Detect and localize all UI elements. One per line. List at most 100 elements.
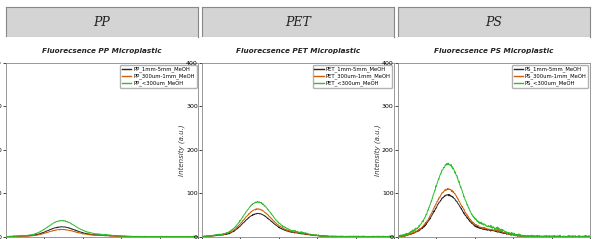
Line: PS_1mm-5mm_MeOH: PS_1mm-5mm_MeOH (398, 195, 590, 238)
PS_1mm-5mm_MeOH (586, 235, 594, 238)
Line: PET_1mm-5mm_MeOH: PET_1mm-5mm_MeOH (202, 213, 394, 237)
PS_1mm-5mm_MeOH (444, 194, 451, 196)
PS_1mm-5mm_MeOH (583, 236, 591, 239)
PS_1mm-5mm_MeOH (508, 234, 515, 237)
PET_<300um_MeOH (232, 225, 240, 228)
PP_300um-1mm_MeOH (194, 235, 201, 238)
Y-axis label: Intensity (a.u.): Intensity (a.u.) (178, 124, 185, 176)
PET_<300um_MeOH (343, 235, 350, 238)
PS_<300um_MeOH (444, 163, 451, 166)
PET_1mm-5mm_MeOH (327, 235, 334, 238)
PP_1mm-5mm_MeOH (148, 235, 155, 238)
PS_1mm-5mm_MeOH (523, 235, 530, 238)
PP_<300um_MeOH (131, 235, 138, 238)
PS_300um-1mm_MeOH (444, 188, 451, 191)
PS_<300um_MeOH (586, 236, 594, 239)
PP_<300um_MeOH (36, 230, 44, 233)
PP_300um-1mm_MeOH (60, 228, 67, 231)
PET_1mm-5mm_MeOH (387, 236, 395, 239)
PET_300um-1mm_MeOH (198, 235, 206, 238)
PET_300um-1mm_MeOH (312, 234, 319, 237)
PP_<300um_MeOH (194, 235, 201, 238)
PS_<300um_MeOH (539, 235, 547, 238)
PET_1mm-5mm_MeOH (198, 235, 206, 238)
PET_<300um_MeOH (248, 204, 255, 207)
PS_300um-1mm_MeOH (482, 227, 489, 230)
PET_<300um_MeOH (285, 228, 293, 231)
PS_1mm-5mm_MeOH (445, 193, 452, 196)
PP_1mm-5mm_MeOH (36, 232, 44, 235)
PET_1mm-5mm_MeOH (248, 214, 255, 217)
PET_1mm-5mm_MeOH (343, 235, 350, 238)
Line: PP_1mm-5mm_MeOH: PP_1mm-5mm_MeOH (6, 227, 198, 237)
Text: Fluorecsence PP Microplastic: Fluorecsence PP Microplastic (42, 48, 162, 54)
PS_300um-1mm_MeOH (429, 211, 436, 214)
PP_300um-1mm_MeOH (2, 235, 10, 238)
PS_<300um_MeOH (395, 236, 402, 239)
Line: PS_300um-1mm_MeOH: PS_300um-1mm_MeOH (398, 189, 590, 238)
Text: PS: PS (486, 16, 502, 29)
PS_300um-1mm_MeOH (508, 233, 515, 236)
Y-axis label: Intensity (a.u.): Intensity (a.u.) (374, 124, 381, 176)
PET_300um-1mm_MeOH (232, 227, 240, 230)
PP_1mm-5mm_MeOH (135, 236, 142, 239)
PP_1mm-5mm_MeOH (116, 235, 123, 238)
Text: Fluorecsence PS Microplastic: Fluorecsence PS Microplastic (434, 48, 554, 54)
PET_1mm-5mm_MeOH (253, 212, 260, 215)
PP_1mm-5mm_MeOH (2, 235, 10, 238)
PS_300um-1mm_MeOH (444, 187, 451, 190)
PP_1mm-5mm_MeOH (194, 235, 201, 238)
PS_<300um_MeOH (583, 237, 590, 239)
PS_<300um_MeOH (508, 233, 515, 235)
PS_300um-1mm_MeOH (523, 235, 530, 238)
Line: PET_<300um_MeOH: PET_<300um_MeOH (202, 201, 394, 237)
PET_1mm-5mm_MeOH (232, 228, 240, 231)
PS_1mm-5mm_MeOH (539, 235, 547, 238)
PET_1mm-5mm_MeOH (312, 234, 319, 237)
PP_300um-1mm_MeOH (147, 235, 154, 238)
PP_300um-1mm_MeOH (52, 228, 59, 231)
PET_<300um_MeOH (254, 200, 261, 203)
Line: PP_300um-1mm_MeOH: PP_300um-1mm_MeOH (6, 229, 198, 237)
Text: PP: PP (94, 16, 110, 29)
PP_1mm-5mm_MeOH (89, 233, 97, 236)
Legend: PP_1mm-5mm_MeOH, PP_300um-1mm_MeOH, PP_<300um_MeOH: PP_1mm-5mm_MeOH, PP_300um-1mm_MeOH, PP_<… (120, 65, 197, 88)
PET_300um-1mm_MeOH (256, 207, 263, 210)
PP_1mm-5mm_MeOH (58, 225, 65, 228)
Line: PP_<300um_MeOH: PP_<300um_MeOH (6, 220, 198, 237)
PS_1mm-5mm_MeOH (395, 234, 402, 237)
PET_<300um_MeOH (312, 234, 319, 237)
PS_1mm-5mm_MeOH (482, 228, 489, 231)
PP_<300um_MeOH (191, 235, 198, 238)
PP_1mm-5mm_MeOH (52, 226, 59, 229)
PET_<300um_MeOH (198, 235, 206, 238)
Legend: PS_1mm-5mm_MeOH, PS_300um-1mm_MeOH, PS_<300um_MeOH: PS_1mm-5mm_MeOH, PS_300um-1mm_MeOH, PS_<… (511, 65, 588, 88)
PP_300um-1mm_MeOH (116, 235, 123, 238)
PET_300um-1mm_MeOH (372, 236, 380, 239)
Legend: PET_1mm-5mm_MeOH, PET_300um-1mm_MeOH, PET_<300um_MeOH: PET_1mm-5mm_MeOH, PET_300um-1mm_MeOH, PE… (312, 65, 393, 88)
PS_300um-1mm_MeOH (395, 235, 402, 238)
PET_300um-1mm_MeOH (327, 235, 334, 238)
PP_300um-1mm_MeOH (176, 235, 184, 238)
PET_300um-1mm_MeOH (390, 235, 398, 238)
PS_<300um_MeOH (445, 162, 452, 164)
PET_1mm-5mm_MeOH (390, 235, 398, 238)
PET_300um-1mm_MeOH (343, 235, 350, 238)
PP_<300um_MeOH (116, 234, 123, 237)
PET_300um-1mm_MeOH (248, 210, 255, 213)
PS_<300um_MeOH (429, 198, 436, 201)
PP_300um-1mm_MeOH (89, 234, 97, 237)
PP_<300um_MeOH (58, 219, 65, 222)
PP_<300um_MeOH (89, 232, 97, 235)
PS_300um-1mm_MeOH (569, 236, 576, 239)
PP_<300um_MeOH (52, 221, 59, 224)
PET_<300um_MeOH (390, 236, 398, 239)
Text: PET: PET (285, 16, 311, 29)
PP_<300um_MeOH (147, 235, 154, 238)
Line: PS_<300um_MeOH: PS_<300um_MeOH (398, 163, 590, 238)
PP_<300um_MeOH (2, 235, 10, 238)
PS_<300um_MeOH (482, 224, 489, 227)
PP_1mm-5mm_MeOH (131, 235, 138, 238)
PS_300um-1mm_MeOH (586, 235, 594, 238)
PP_300um-1mm_MeOH (131, 235, 138, 238)
